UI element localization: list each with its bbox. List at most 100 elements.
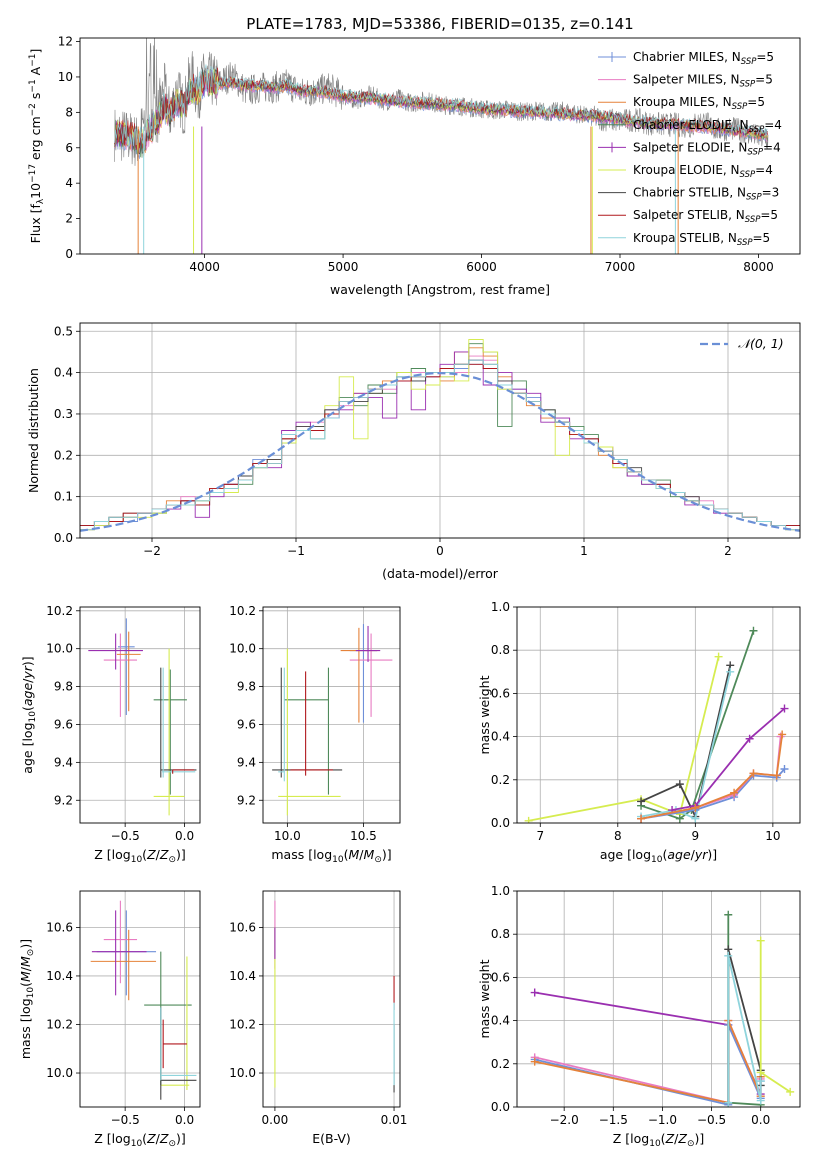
y-axis-label: Flux [fλ10−17 erg cm−2 s−1 A−1] [28,49,46,244]
y-tick-label: 9.4 [54,755,73,769]
x-axis-label: mass [log10(M/M⊙)] [271,847,391,865]
x-axis-label: E(B-V) [312,1131,351,1146]
legend-text: Salpeter STELIB, N [633,208,745,222]
x-tick-label: 8000 [743,260,774,274]
weight-line-kroupa_miles [534,1020,762,1104]
weight-marker [730,788,739,797]
x-tick-label: 1 [580,544,588,558]
weight-marker [530,988,539,997]
weight-line-chabrier_miles [640,768,786,820]
legend-subscript: SSP [746,193,762,203]
y-tick-label: 9.8 [54,680,73,694]
x-tick-label: 0.0 [751,1113,770,1127]
y-tick-label: 0.0 [491,1100,510,1114]
tick-labels: 0.00 0.01 10.0 10.2 10.4 10.6 [229,920,407,1127]
x-tick-label: −0.5 [111,829,140,843]
legend-text: Salpeter MILES, N [633,73,740,87]
weight-marker [637,797,646,806]
y-tick-label: 1.0 [491,884,510,898]
x-axis-label: Z [log10(Z/Z⊙)] [94,1131,186,1149]
y-tick-label: 10.6 [229,920,256,934]
weight-marker [756,1077,765,1086]
y-tick-label: 10.0 [46,1066,73,1080]
frame-residuals [79,322,801,539]
y-tick-label: 6 [65,141,73,155]
y-axis-label: mass [log10(M/M⊙)] [18,939,36,1059]
y-tick-label: 10.0 [229,1066,256,1080]
x-axis-label: Z [log10(Z/Z⊙)] [613,1131,705,1149]
y-axis-label: mass weight [477,959,492,1038]
weight-marker [780,765,789,773]
legend-label: Chabrier STELIB, NSSP=3 [633,186,779,203]
y-tick-label: 0.3 [54,407,73,421]
legend-subscript: SSP [745,215,761,225]
y-tick-label: 0.4 [491,1014,510,1028]
axes-residuals: −2 −1 0 1 2 0.0 0.1 0.2 0.3 0.4 0.5 [54,323,800,558]
errorbar-plot [88,618,197,816]
x-tick-label: 10.0 [274,829,301,843]
legend-count: =3 [762,186,780,200]
y-tick-label: 0.6 [491,686,510,700]
legend-label: Salpeter ELODIE, NSSP=4 [633,140,781,157]
legend-count: =5 [755,73,773,87]
y-tick-label: 9.8 [237,680,256,694]
weight-marker [749,626,758,635]
weight-line-salpeter_elodie [534,991,762,1095]
weight-marker [786,1087,795,1096]
x-tick-label: 6000 [466,260,497,274]
legend-count: =4 [763,140,781,154]
legend-subscript: SSP [732,102,748,112]
spectrum-plot [114,38,769,254]
y-tick-label: 0.2 [54,448,73,462]
weight-marker [724,1098,733,1107]
axes-age_vs_Z: −0.5 0.0 9.2 9.4 9.6 9.8 10.0 10.2 [46,604,200,843]
x-tick-label: −1 [287,544,305,558]
weight-marker [675,814,684,823]
x-tick-label: 7 [536,829,544,843]
y-tick-label: 0.0 [491,816,510,830]
x-tick-label: 5000 [328,260,359,274]
tick-labels: −2 −1 0 1 2 0.0 0.1 0.2 0.3 0.4 0.5 [54,324,732,558]
frame-age_vs_mass [262,606,401,824]
weight-line-kroupa_stelib [640,671,732,820]
weight-marker [756,936,765,945]
x-tick-label: 0.00 [262,1113,289,1127]
y-tick-label: 0.0 [54,531,73,545]
y-tick-label: 0.2 [491,1057,510,1071]
frame-mass_vs_Z [79,890,201,1108]
y-tick-label: 0.8 [491,927,510,941]
x-tick-label: 0 [436,544,444,558]
legend-label: Chabrier MILES, NSSP=5 [633,50,774,67]
y-tick-label: 10.2 [229,604,256,618]
weight-line-kroupa_miles [640,734,784,820]
tick-labels: −2.0 −1.5 −1.0 −0.5 0.0 0.0 0.2 0.4 0.6 0.8 1.0 [491,884,770,1127]
weight-plot [524,626,789,823]
tick-labels: −0.5 0.0 10.0 10.2 10.4 10.6 [46,920,194,1127]
y-tick-label: 10 [58,70,73,84]
tick-labels: 10.0 10.5 9.2 9.4 9.6 9.8 10.0 10.2 [229,604,377,843]
axes-mass_vs_Z: −0.5 0.0 10.0 10.2 10.4 10.6 [46,891,200,1127]
y-tick-label: 12 [58,35,73,49]
weight-marker [778,730,787,739]
weight-marker [714,652,723,661]
legend-count: =4 [764,118,782,132]
legend-label: Chabrier ELODIE, NSSP=4 [633,118,782,135]
x-tick-label: 0.01 [381,1113,408,1127]
x-tick-label: 2 [724,544,732,558]
weight-line-chabrier_stelib [640,665,732,820]
frame-age_vs_Z [79,606,201,824]
y-tick-label: 9.2 [54,793,73,807]
x-axis-label: (data-model)/error [382,566,499,581]
y-tick-label: 0.1 [54,490,73,504]
weight-line-kroupa_elodie [759,940,791,1093]
tick-labels: 4000 5000 6000 7000 8000 0 2 4 6 8 10 12 [58,35,774,274]
frame-spectrum [79,37,801,255]
x-tick-label: −0.5 [697,1113,726,1127]
y-axis-label: mass weight [477,675,492,754]
y-axis-label: age [log10(age/yr)] [20,656,38,773]
legend-text: Chabrier MILES, N [633,50,741,64]
legend-subscript: SSP [741,57,757,67]
y-tick-label: 10.6 [46,920,73,934]
